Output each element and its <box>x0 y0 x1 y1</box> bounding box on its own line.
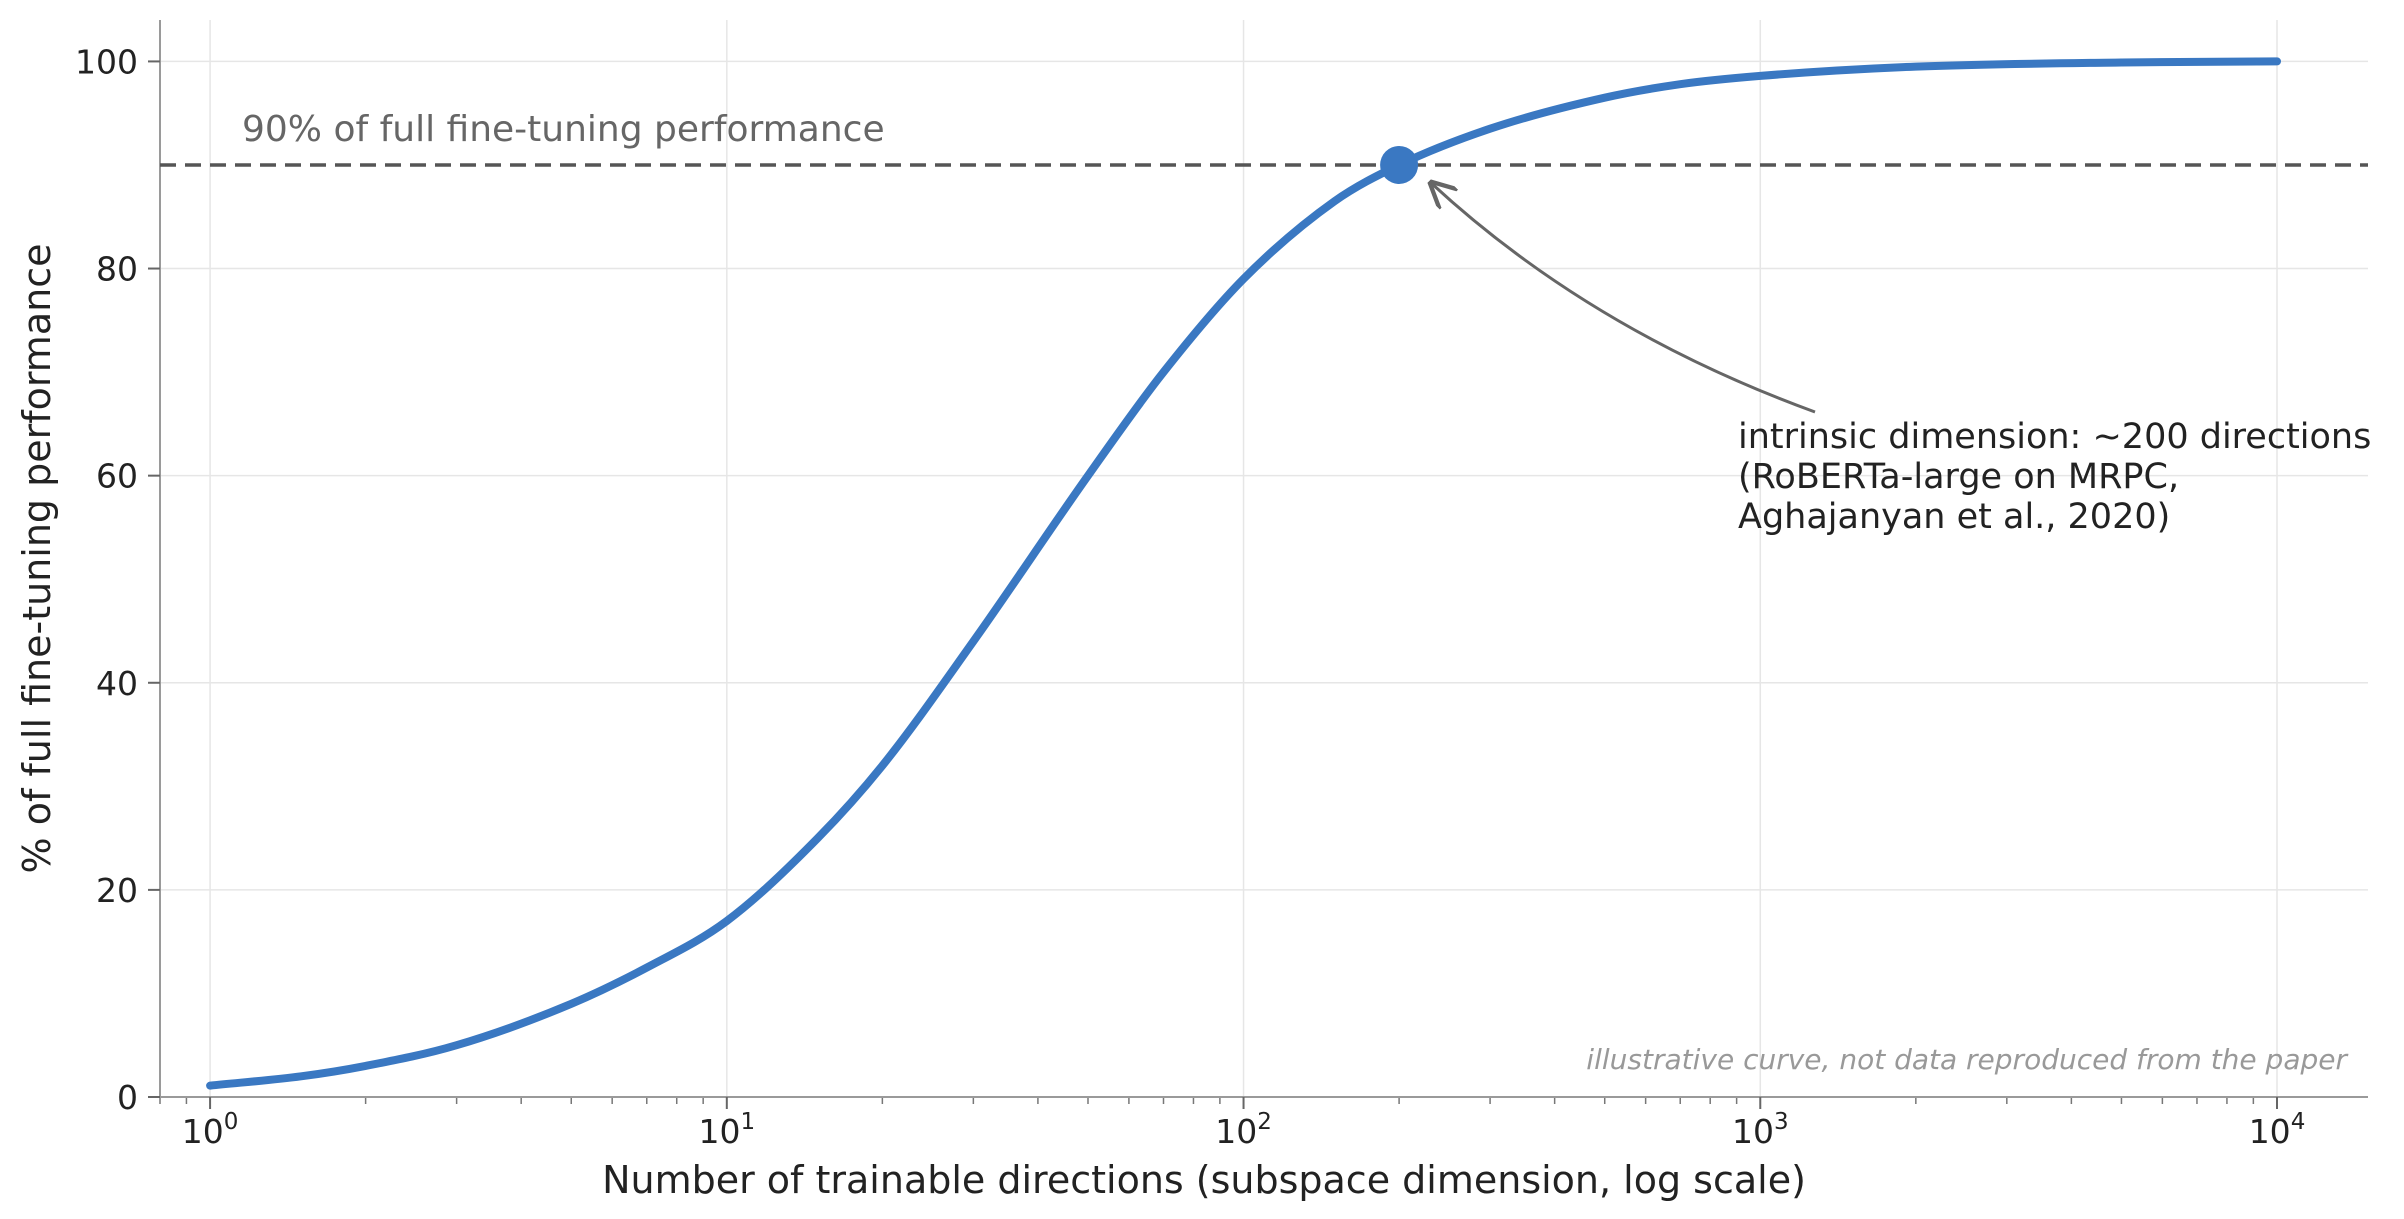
y-tick-label: 60 <box>96 457 138 496</box>
series-line <box>206 57 2281 1090</box>
y-tick-label: 100 <box>75 42 138 81</box>
grid <box>160 20 2368 1098</box>
y-tick-label: 20 <box>96 871 138 910</box>
x-tick-label: 100 <box>182 1109 239 1151</box>
y-tick-label: 40 <box>96 664 138 703</box>
y-axis-label: % of full fine-tuning performance <box>15 244 59 874</box>
intrinsic-dimension-marker <box>1380 145 1419 184</box>
x-minor-ticks <box>159 1097 2255 1104</box>
x-axis-label: Number of trainable directions (subspace… <box>602 1158 1806 1202</box>
footnote: illustrative curve, not data reproduced … <box>1586 1043 2348 1076</box>
annotation-arrow <box>1431 183 1816 414</box>
y-tick-label: 0 <box>117 1078 138 1117</box>
tick-labels: 0 20 40 60 80 100 100 101 102 103 104 <box>75 42 2305 1151</box>
annotation-line: Aghajanyan et al., 2020) <box>1738 497 2170 537</box>
annotation-line: intrinsic dimension: ~200 directions <box>1738 417 2371 457</box>
x-tick-label: 103 <box>1732 1109 1789 1151</box>
axes <box>159 20 2368 1098</box>
annotation-line: (RoBERTa-large on MRPC, <box>1738 457 2179 497</box>
threshold-label: 90% of full fine-tuning performance <box>242 109 885 150</box>
y-tick-label: 80 <box>96 250 138 289</box>
x-tick-label: 102 <box>1215 1109 1272 1151</box>
x-tick-label: 101 <box>698 1109 755 1151</box>
annotation-text: intrinsic dimension: ~200 directions (Ro… <box>1738 417 2383 537</box>
x-tick-label: 104 <box>2249 1109 2306 1151</box>
